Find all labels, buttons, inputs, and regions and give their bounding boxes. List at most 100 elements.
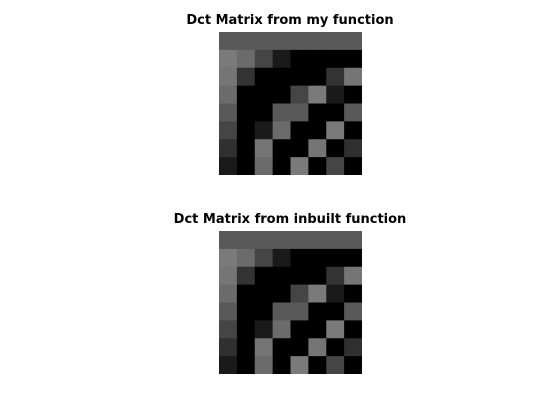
- heatmap-cell-r5-c4: [290, 320, 309, 339]
- heatmap-cell-r3-c2: [254, 85, 274, 104]
- heatmap-cell-r1-c7: [344, 248, 362, 268]
- heatmap-cell-r2-c6: [326, 266, 345, 286]
- heatmap-cell-r2-c4: [290, 266, 309, 286]
- heatmap-cell-r3-c6: [326, 85, 345, 104]
- heatmap-cell-r2-c2: [254, 266, 274, 286]
- heatmap-cell-r7-c3: [272, 356, 291, 374]
- heatmap-cell-r7-c6: [326, 356, 345, 374]
- heatmap-cell-r5-c7: [344, 320, 362, 339]
- heatmap-cell-r0-c6: [326, 231, 345, 250]
- heatmap-cell-r5-c2: [254, 320, 274, 339]
- heatmap-cell-r4-c5: [308, 302, 327, 321]
- heatmap-cell-r3-c1: [236, 85, 256, 104]
- heatmap-cell-r3-c3: [272, 284, 291, 303]
- heatmap-cell-r7-c1: [236, 157, 256, 175]
- heatmap-cell-r7-c0: [219, 356, 238, 374]
- heatmap-cell-r5-c6: [326, 320, 345, 339]
- heatmap-cell-r1-c2: [254, 49, 274, 69]
- heatmap-cell-r1-c1: [236, 49, 256, 69]
- heatmap-cell-r0-c6: [326, 32, 345, 51]
- heatmap-cell-r6-c1: [236, 139, 256, 158]
- heatmap-cell-r1-c6: [326, 49, 345, 69]
- heatmap-cell-r3-c2: [254, 284, 274, 303]
- heatmap-cell-r4-c1: [236, 103, 256, 122]
- heatmap-cell-r3-c4: [290, 85, 309, 104]
- heatmap-cell-r5-c1: [236, 121, 256, 140]
- heatmap-top: [219, 32, 362, 175]
- heatmap-cell-r7-c1: [236, 356, 256, 374]
- heatmap-cell-r1-c0: [219, 49, 238, 69]
- heatmap-cell-r4-c7: [344, 103, 362, 122]
- heatmap-cell-r7-c3: [272, 157, 291, 175]
- heatmap-cell-r7-c7: [344, 356, 362, 374]
- heatmap-cell-r6-c1: [236, 338, 256, 357]
- heatmap-cell-r7-c0: [219, 157, 238, 175]
- heatmap-cell-r6-c4: [290, 139, 309, 158]
- heatmap-cell-r1-c3: [272, 49, 291, 69]
- heatmap-cell-r2-c5: [308, 67, 327, 87]
- chart-title-top: Dct Matrix from my function: [186, 13, 394, 28]
- heatmap-cell-r2-c1: [236, 266, 256, 286]
- heatmap-cell-r4-c2: [254, 302, 274, 321]
- heatmap-cell-r6-c3: [272, 139, 291, 158]
- heatmap-cell-r1-c5: [308, 248, 327, 268]
- heatmap-cell-r4-c6: [326, 302, 345, 321]
- heatmap-cell-r0-c5: [308, 32, 327, 51]
- heatmap-cell-r4-c0: [219, 103, 238, 122]
- heatmap-cell-r7-c5: [308, 356, 327, 374]
- heatmap-cell-r7-c7: [344, 157, 362, 175]
- heatmap-cell-r1-c1: [236, 248, 256, 268]
- heatmap-cell-r0-c3: [272, 32, 291, 51]
- heatmap-cell-r2-c0: [219, 67, 238, 87]
- heatmap-cell-r2-c6: [326, 67, 345, 87]
- heatmap-cell-r7-c5: [308, 157, 327, 175]
- heatmap-cell-r5-c1: [236, 320, 256, 339]
- heatmap-cell-r6-c5: [308, 139, 327, 158]
- heatmap-cell-r7-c2: [254, 157, 274, 175]
- heatmap-cell-r5-c0: [219, 320, 238, 339]
- heatmap-cell-r4-c3: [272, 103, 291, 122]
- heatmap-cell-r3-c0: [219, 284, 238, 303]
- heatmap-cell-r3-c0: [219, 85, 238, 104]
- heatmap-cell-r1-c2: [254, 248, 274, 268]
- heatmap-cell-r2-c7: [344, 67, 362, 87]
- heatmap-cell-r6-c7: [344, 338, 362, 357]
- heatmap-cell-r3-c5: [308, 284, 327, 303]
- heatmap-cell-r7-c4: [290, 356, 309, 374]
- heatmap-cell-r1-c5: [308, 49, 327, 69]
- heatmap-cell-r0-c1: [236, 231, 256, 250]
- heatmap-cell-r5-c3: [272, 121, 291, 140]
- heatmap-cell-r1-c3: [272, 248, 291, 268]
- heatmap-cell-r4-c5: [308, 103, 327, 122]
- heatmap-cell-r1-c4: [290, 49, 309, 69]
- heatmap-cell-r6-c2: [254, 139, 274, 158]
- heatmap-cell-r1-c4: [290, 248, 309, 268]
- heatmap-cell-r4-c0: [219, 302, 238, 321]
- heatmap-cell-r6-c6: [326, 338, 345, 357]
- heatmap-cell-r4-c3: [272, 302, 291, 321]
- heatmap-cell-r3-c4: [290, 284, 309, 303]
- chart-title-bottom: Dct Matrix from inbuilt function: [173, 212, 407, 227]
- heatmap-cell-r4-c2: [254, 103, 274, 122]
- heatmap-cell-r2-c4: [290, 67, 309, 87]
- heatmap-cell-r2-c7: [344, 266, 362, 286]
- heatmap-cell-r5-c5: [308, 320, 327, 339]
- heatmap-cell-r3-c7: [344, 284, 362, 303]
- heatmap-cell-r0-c2: [254, 32, 274, 51]
- heatmap-cell-r6-c6: [326, 139, 345, 158]
- heatmap-cell-r0-c3: [272, 231, 291, 250]
- heatmap-cell-r2-c3: [272, 67, 291, 87]
- heatmap-cell-r3-c5: [308, 85, 327, 104]
- heatmap-cell-r7-c6: [326, 157, 345, 175]
- heatmap-cell-r0-c4: [290, 231, 309, 250]
- heatmap-cell-r4-c6: [326, 103, 345, 122]
- heatmap-cell-r7-c4: [290, 157, 309, 175]
- heatmap-cell-r5-c5: [308, 121, 327, 140]
- heatmap-cell-r5-c4: [290, 121, 309, 140]
- heatmap-cell-r5-c6: [326, 121, 345, 140]
- heatmap-cell-r0-c4: [290, 32, 309, 51]
- heatmap-cell-r6-c0: [219, 338, 238, 357]
- heatmap-cell-r5-c2: [254, 121, 274, 140]
- heatmap-cell-r6-c3: [272, 338, 291, 357]
- heatmap-cell-r2-c5: [308, 266, 327, 286]
